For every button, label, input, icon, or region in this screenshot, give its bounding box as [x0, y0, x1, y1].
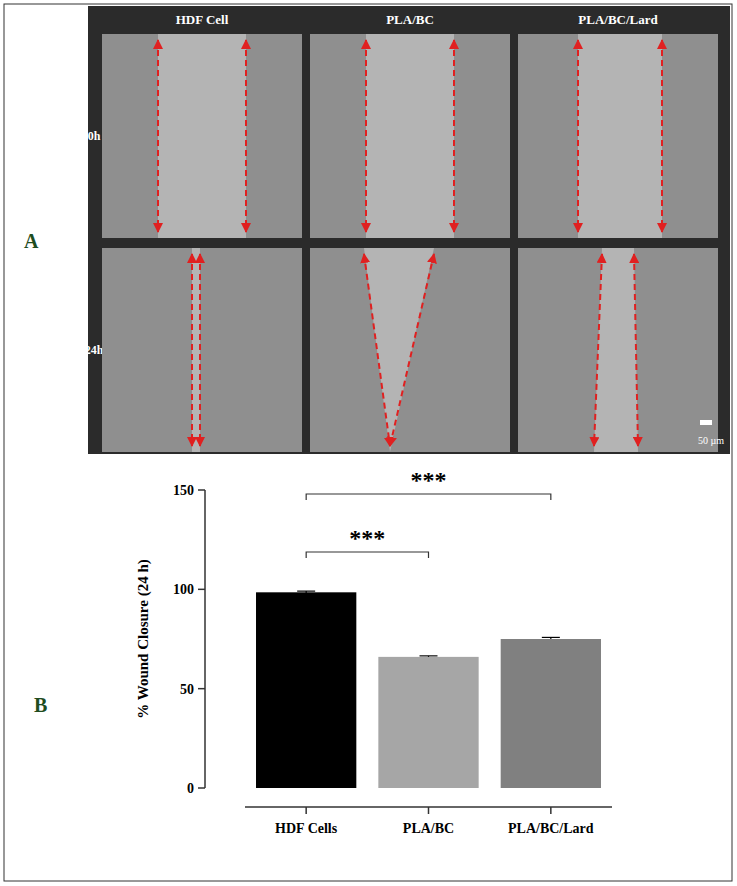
panel-a-background [88, 6, 730, 454]
micrograph [102, 248, 302, 452]
micrograph [310, 248, 510, 452]
wound-edge-arrow [634, 254, 638, 446]
x-tick [305, 807, 307, 814]
wound-edge-arrow [364, 254, 390, 446]
error-cap [420, 655, 438, 656]
wound-area [594, 248, 638, 452]
wound-edge-arrow [365, 40, 367, 232]
micrograph [310, 34, 510, 238]
y-tick-label: 150 [173, 483, 194, 498]
y-axis [204, 490, 206, 788]
x-tick-label: HDF Cells [275, 821, 338, 836]
y-tick [198, 489, 205, 491]
column-label: PLA/BC/Lard [578, 12, 658, 27]
wound-edge-arrow [157, 40, 159, 232]
y-tick [198, 688, 205, 690]
wound-area [578, 34, 662, 238]
wound-edge-arrow [245, 40, 247, 232]
significance-label: *** [349, 525, 385, 551]
x-tick [428, 807, 430, 814]
wound-edge-arrow [390, 254, 434, 446]
significance-bracket [306, 552, 428, 558]
wound-area [192, 248, 200, 452]
outer-frame [4, 4, 732, 881]
micrograph [518, 34, 718, 238]
wound-edge-arrow [577, 40, 579, 232]
wound-edge-arrow [661, 40, 663, 232]
error-cap [542, 637, 560, 638]
row-label: 0h [88, 129, 101, 143]
y-axis-title: % Wound Closure (24 h) [135, 559, 152, 719]
x-tick-label: PLA/BC/Lard [508, 821, 594, 836]
bar [501, 639, 601, 788]
figure: A HDF Cell PLA/BC PLA/BC/Lard 0h 24h 50 µm B 0 50… [0, 0, 737, 886]
micrograph [518, 248, 718, 452]
x-tick [550, 807, 552, 814]
panel-letter: B [34, 694, 47, 716]
bar [378, 657, 478, 788]
y-tick [198, 589, 205, 591]
y-tick-label: 50 [180, 682, 194, 697]
scale-bar-label: 50 µm [698, 435, 724, 446]
x-tick-label: PLA/BC [403, 821, 454, 836]
significance-label: *** [411, 467, 447, 493]
wound-edge-arrow [199, 254, 201, 446]
column-label: PLA/BC [386, 12, 434, 27]
significance-bracket [306, 494, 551, 500]
wound-area [364, 248, 434, 452]
wound-area [366, 34, 454, 238]
wound-edge-arrow [453, 40, 455, 232]
column-label: HDF Cell [176, 12, 229, 27]
wound-edge-arrow [191, 254, 193, 446]
wound-area [158, 34, 246, 238]
y-tick [198, 787, 205, 789]
y-tick-label: 100 [173, 582, 194, 597]
scale-bar [700, 420, 712, 425]
bar [256, 592, 356, 788]
y-tick-label: 0 [187, 781, 194, 796]
micrograph [102, 34, 302, 238]
row-label: 24h [85, 343, 104, 357]
error-cap [297, 591, 315, 592]
wound-edge-arrow [594, 254, 602, 446]
panel-letter: A [24, 230, 39, 252]
